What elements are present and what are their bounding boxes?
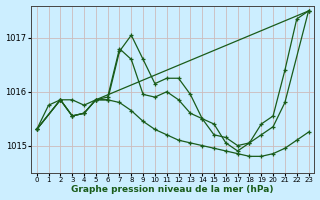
X-axis label: Graphe pression niveau de la mer (hPa): Graphe pression niveau de la mer (hPa) — [71, 185, 274, 194]
